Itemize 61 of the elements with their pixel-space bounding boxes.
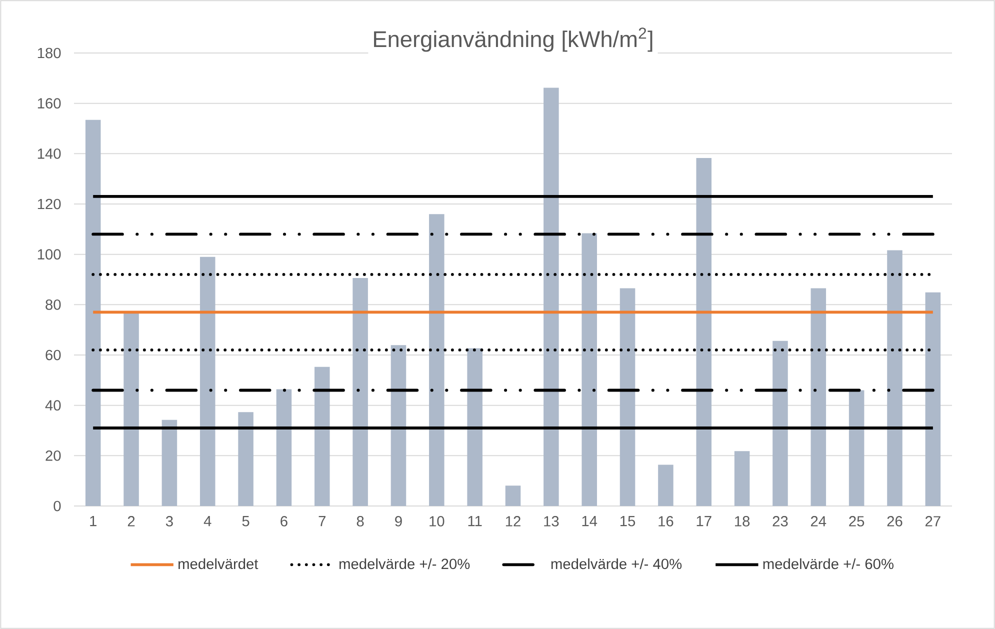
legend-label: medelvärdet <box>178 558 258 570</box>
legend-label: medelvärde +/- 40% <box>551 558 682 570</box>
y-tick-label: 100 <box>38 249 61 260</box>
y-tick-label: 140 <box>38 148 61 159</box>
bar <box>887 250 902 506</box>
x-tick-label: 1 <box>90 516 96 526</box>
x-tick-label: 12 <box>506 516 520 526</box>
bar <box>85 120 101 506</box>
bar <box>658 464 674 506</box>
bar <box>772 340 788 506</box>
bar <box>429 214 444 506</box>
x-tick-label: 13 <box>544 516 559 526</box>
bar <box>925 292 941 506</box>
x-tick-label: 14 <box>582 516 598 526</box>
bar <box>162 420 178 506</box>
x-tick-label: 9 <box>395 516 402 526</box>
bar <box>505 486 521 506</box>
bar <box>200 256 216 506</box>
bar <box>352 278 368 506</box>
x-tick-label: 27 <box>925 516 940 526</box>
bar <box>544 88 559 506</box>
x-tick-label: 25 <box>849 516 864 526</box>
legend-label: medelvärde +/- 60% <box>763 558 894 570</box>
bar <box>238 412 254 506</box>
x-tick-label: 10 <box>430 516 444 526</box>
y-tick-label: 60 <box>46 350 61 360</box>
x-tick-label: 5 <box>242 516 250 526</box>
chart-title: Energianvändning [kWh/m$^{2}$] <box>374 28 652 52</box>
x-tick-label: 17 <box>696 516 712 526</box>
x-tick-label: 15 <box>620 516 636 526</box>
y-tick-label: 160 <box>38 98 61 109</box>
bar <box>620 288 636 506</box>
x-tick-label: 8 <box>356 516 364 526</box>
x-tick-label: 7 <box>318 516 326 526</box>
x-tick-label: 3 <box>166 516 173 526</box>
legend-label: medelvärde +/- 20% <box>340 558 470 570</box>
bar <box>314 366 330 506</box>
y-tick-label: 120 <box>38 198 61 210</box>
bar <box>734 451 750 506</box>
y-tick-label: 80 <box>46 299 61 310</box>
bar <box>467 348 482 506</box>
bar <box>124 312 139 506</box>
x-tick-label: 18 <box>735 516 750 526</box>
y-tick-label: 20 <box>46 450 61 461</box>
bar <box>582 233 597 506</box>
bar <box>810 288 826 506</box>
y-tick-label: 40 <box>45 400 61 411</box>
x-tick-label: 6 <box>280 516 288 526</box>
x-tick-label: 23 <box>772 516 788 526</box>
x-tick-label: 11 <box>468 516 482 526</box>
bar <box>276 389 292 506</box>
y-tick-label: 180 <box>38 48 61 58</box>
x-tick-label: 4 <box>204 516 212 526</box>
x-tick-label: 16 <box>658 516 674 526</box>
y-tick-label: 0 <box>54 500 61 512</box>
x-tick-label: 24 <box>810 516 826 526</box>
bar <box>696 158 712 506</box>
x-tick-label: 2 <box>128 516 135 526</box>
bar <box>848 390 864 506</box>
x-tick-label: 26 <box>887 516 902 526</box>
bar <box>390 345 406 506</box>
